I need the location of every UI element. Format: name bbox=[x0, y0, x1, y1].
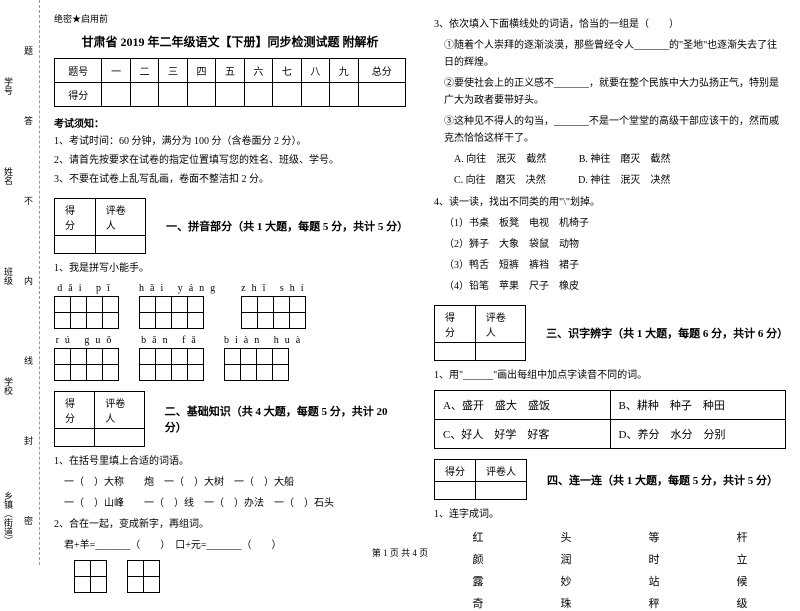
margin-school: 学校 bbox=[2, 377, 15, 395]
tianzige-3[interactable] bbox=[241, 296, 306, 329]
lian-row-3: 露妙站候 bbox=[434, 573, 786, 589]
page-footer: 第 1 页 共 4 页 bbox=[0, 546, 800, 559]
secret-label: 绝密★启用前 bbox=[54, 12, 406, 25]
exam-title: 甘肃省 2019 年二年级语文【下册】同步检测试题 附解析 bbox=[54, 33, 406, 50]
margin-town: 乡镇（街道） bbox=[2, 491, 15, 545]
notice-2: 2、请首先按要求在试卷的指定位置填写您的姓名、班级、学号。 bbox=[54, 153, 406, 169]
lian-row-4: 奇珠秤级 bbox=[434, 595, 786, 611]
q3: 3、依次填入下面横线处的词语，恰当的一组是（ ） bbox=[434, 16, 786, 33]
tianzige-2[interactable] bbox=[139, 296, 204, 329]
section-2-title: 二、基础知识（共 4 大题，每题 5 分，共计 20 分） bbox=[165, 403, 406, 435]
notice-title: 考试须知： bbox=[54, 115, 406, 130]
left-column: 绝密★启用前 甘肃省 2019 年二年级语文【下册】同步检测试题 附解析 题号 … bbox=[40, 0, 420, 565]
margin-name: 姓名 bbox=[2, 167, 15, 185]
marker-box-2: 得分评卷人 bbox=[54, 391, 145, 447]
marker-box-4: 得分评卷人 bbox=[434, 459, 527, 500]
section-3-title: 三、识字辨字（共 1 大题，每题 6 分，共计 6 分） bbox=[546, 325, 786, 341]
opt-c[interactable]: C. 向往 磨灭 决然 bbox=[454, 172, 546, 190]
q5: 1、用"______"画出每组中加点字读音不同的词。 bbox=[434, 367, 786, 384]
marker-box-1: 得分评卷人 bbox=[54, 198, 146, 254]
q6: 1、连字成词。 bbox=[434, 506, 786, 523]
tianzige-1[interactable] bbox=[54, 296, 119, 329]
lian-row-1: 红头等杆 bbox=[434, 529, 786, 545]
margin-class: 班级 bbox=[2, 267, 15, 285]
section-4-title: 四、连一连（共 1 大题，每题 5 分，共计 5 分） bbox=[547, 472, 778, 488]
shizi-table: A、盛开 盛大 盛饭B、耕种 种子 种田 C、好人 好学 好客D、养分 水分 分… bbox=[434, 390, 786, 449]
notice-1: 1、考试时间：60 分钟，满分为 100 分（含卷面分 2 分）。 bbox=[54, 134, 406, 150]
tianzige-4[interactable] bbox=[54, 348, 119, 381]
q1: 1、我是拼写小能手。 bbox=[54, 260, 406, 277]
margin-id: 学号 bbox=[2, 77, 15, 95]
section-1-title: 一、拼音部分（共 1 大题，每题 5 分，共计 5 分） bbox=[166, 218, 406, 234]
q4: 4、读一读，找出不同类的用"\"划掉。 bbox=[434, 194, 786, 211]
binding-margin: 乡镇（街道） 学校 班级 姓名 学号 密 封 线 内 不 答 题 bbox=[0, 0, 40, 565]
opt-b[interactable]: B. 神往 磨灭 截然 bbox=[579, 151, 671, 169]
score-table: 题号 一 二 三 四 五 六 七 八 九 总分 得分 bbox=[54, 58, 406, 107]
marker-box-3: 得分评卷人 bbox=[434, 305, 526, 361]
tianzige-6[interactable] bbox=[224, 348, 289, 381]
notice-3: 3、不要在试卷上乱写乱画，卷面不整洁扣 2 分。 bbox=[54, 172, 406, 188]
right-column: 3、依次填入下面横线处的词语，恰当的一组是（ ） ①随着个人崇拜的逐渐淡漠，那些… bbox=[420, 0, 800, 565]
q2-1: 1、在括号里填上合适的词语。 bbox=[54, 453, 406, 470]
tianzige-5[interactable] bbox=[139, 348, 204, 381]
q2-2: 2、合在一起，变成新字，再组词。 bbox=[54, 516, 406, 533]
opt-a[interactable]: A. 向往 泯灭 截然 bbox=[454, 151, 546, 169]
opt-d[interactable]: D. 神往 泯灭 决然 bbox=[578, 172, 670, 190]
